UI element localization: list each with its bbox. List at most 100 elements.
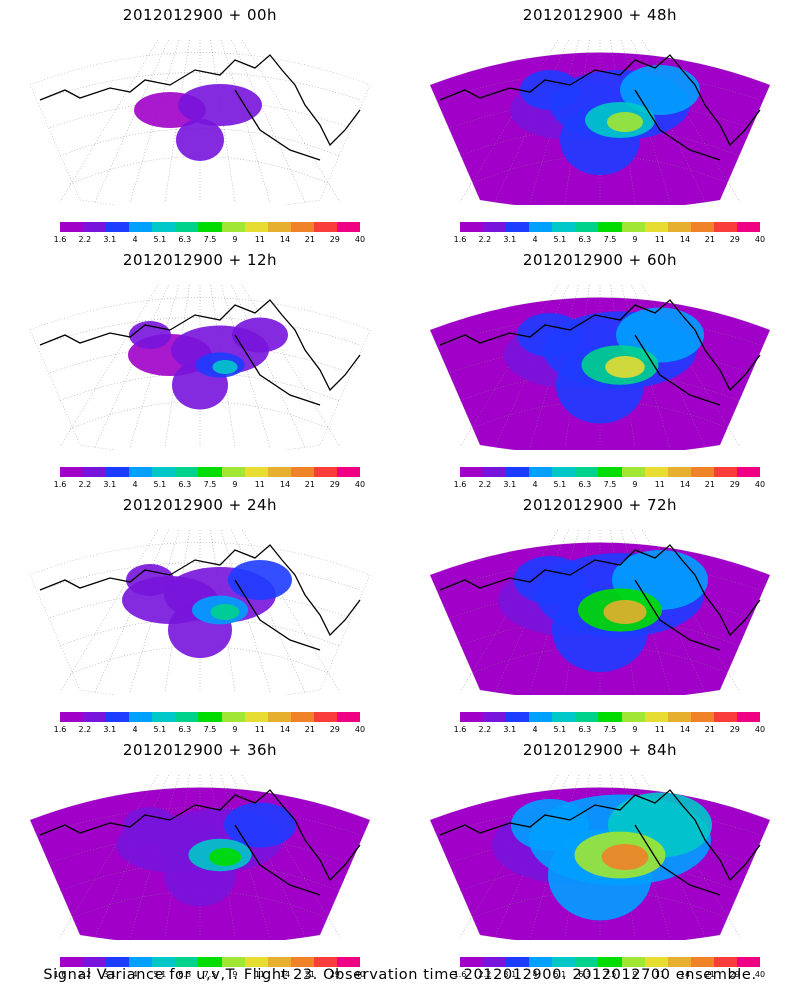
colorbar-label: 21 <box>304 235 315 244</box>
colorbar-segment <box>690 467 714 477</box>
colorbar-segment <box>483 712 507 722</box>
colorbar-segment <box>290 467 314 477</box>
colorbar-segment <box>736 222 761 232</box>
colorbar <box>60 712 361 722</box>
panel-title: 2012012900 + 72h <box>522 496 678 514</box>
colorbar-segment <box>529 467 553 477</box>
forecast-panel: 2012012900 + 24h 1.6 2.2 3.1 4 5.1 6.3 7.5 9 11 14… <box>0 490 400 735</box>
panel-title: 2012012900 + 84h <box>522 741 678 759</box>
coastline <box>39 544 361 651</box>
colorbar-label: 21 <box>704 970 715 979</box>
colorbar <box>460 222 761 232</box>
colorbar-segment <box>644 222 668 232</box>
colorbar-segment <box>713 222 737 232</box>
colorbar-segment <box>575 712 599 722</box>
colorbar-label: 1.6 <box>453 480 467 489</box>
colorbar-label: 7.5 <box>203 970 217 979</box>
colorbar-label: 1.6 <box>453 970 467 979</box>
colorbar-label: 4 <box>132 725 138 734</box>
colorbar-labels: 1.6 2.2 3.1 4 5.1 6.3 7.5 9 11 14 21 29 40 <box>454 235 765 245</box>
panel-title: 2012012900 + 48h <box>522 6 678 24</box>
colorbar-segment <box>667 712 691 722</box>
colorbar-segment <box>690 957 714 967</box>
coastline <box>39 54 361 161</box>
colorbar-segment <box>575 957 599 967</box>
colorbar-segment <box>483 222 507 232</box>
colorbar-label: 4 <box>532 480 538 489</box>
colorbar <box>60 467 361 477</box>
colorbar-label: 29 <box>329 970 340 979</box>
colorbar-segment <box>336 957 361 967</box>
colorbar-segment <box>106 712 130 722</box>
colorbar-segment <box>621 222 645 232</box>
colorbar-label: 6.3 <box>178 725 192 734</box>
colorbar-segment <box>690 222 714 232</box>
colorbar-segment <box>313 222 337 232</box>
colorbar-label: 3.1 <box>103 235 117 244</box>
colorbar-segment <box>106 467 130 477</box>
variance-region <box>176 119 224 161</box>
colorbar-label: 29 <box>329 235 340 244</box>
colorbar <box>460 712 761 722</box>
colorbar-label: 40 <box>754 970 766 979</box>
colorbar-label: 7.5 <box>603 235 617 244</box>
colorbar-segment <box>175 957 199 967</box>
colorbar-segment <box>598 222 622 232</box>
colorbar-label: 1.6 <box>453 725 467 734</box>
forecast-panel: 2012012900 + 72h 1.6 2.2 3.1 4 5.1 6.3 7.5 9 11 14… <box>400 490 800 735</box>
forecast-panel: 2012012900 + 60h 1.6 2.2 3.1 4 5.1 6.3 7.5 9 11 14… <box>400 245 800 490</box>
colorbar-segment <box>713 712 737 722</box>
colorbar-segment <box>152 467 176 477</box>
colorbar-segment <box>198 222 222 232</box>
colorbar-labels: 1.6 2.2 3.1 4 5.1 6.3 7.5 9 11 14 21 29 40 <box>454 480 765 490</box>
colorbar-segment <box>460 467 484 477</box>
colorbar-label: 2.2 <box>478 725 492 734</box>
colorbar-segment <box>290 222 314 232</box>
colorbar-label: 5.1 <box>153 725 167 734</box>
panel-title: 2012012900 + 60h <box>522 251 678 269</box>
colorbar-label: 14 <box>279 725 291 734</box>
colorbar-label: 1.6 <box>53 480 67 489</box>
colorbar-label: 2.2 <box>78 970 92 979</box>
colorbar-label: 9 <box>632 235 638 244</box>
colorbar-label: 7.5 <box>603 480 617 489</box>
colorbar-label: 6.3 <box>578 970 592 979</box>
graticule-latitude <box>39 72 361 101</box>
colorbar-segment <box>129 957 153 967</box>
forecast-panel: 2012012900 + 00h 1.6 2.2 3.1 4 5.1 6.3 7.5 9 11 14… <box>0 0 400 245</box>
colorbar-label: 7.5 <box>603 970 617 979</box>
colorbar-segment <box>460 712 484 722</box>
colorbar-segment <box>552 467 576 477</box>
colorbar-label: 14 <box>279 235 291 244</box>
variance-region <box>514 556 586 604</box>
colorbar-label: 7.5 <box>203 235 217 244</box>
colorbar-segment <box>60 957 84 967</box>
graticule-latitude <box>439 72 761 101</box>
variance-region <box>129 321 171 349</box>
colorbar-label: 11 <box>654 970 665 979</box>
colorbar-labels: 1.6 2.2 3.1 4 5.1 6.3 7.5 9 11 14 21 29 40 <box>54 235 365 245</box>
colorbar-label: 21 <box>704 235 715 244</box>
colorbar-label: 6.3 <box>178 235 192 244</box>
colorbar-segment <box>529 222 553 232</box>
colorbar-segment <box>336 222 361 232</box>
colorbar-label: 9 <box>232 725 238 734</box>
colorbar-segment <box>736 957 761 967</box>
colorbar-segment <box>244 957 268 967</box>
variance-region <box>601 844 649 870</box>
colorbar-label: 3.1 <box>103 970 117 979</box>
colorbar-segment <box>621 957 645 967</box>
variance-region <box>232 317 288 353</box>
variance-region <box>620 65 700 115</box>
variance-region <box>228 560 292 600</box>
colorbar-label: 11 <box>254 480 265 489</box>
panel-title: 2012012900 + 36h <box>122 741 278 759</box>
colorbar-segment <box>244 712 268 722</box>
colorbar-label: 1.6 <box>53 725 67 734</box>
variance-region <box>511 799 589 851</box>
colorbar-label: 14 <box>679 970 691 979</box>
variance-region <box>607 112 643 132</box>
variance-region <box>208 848 242 866</box>
colorbar-label: 29 <box>329 725 340 734</box>
colorbar-segment <box>598 467 622 477</box>
